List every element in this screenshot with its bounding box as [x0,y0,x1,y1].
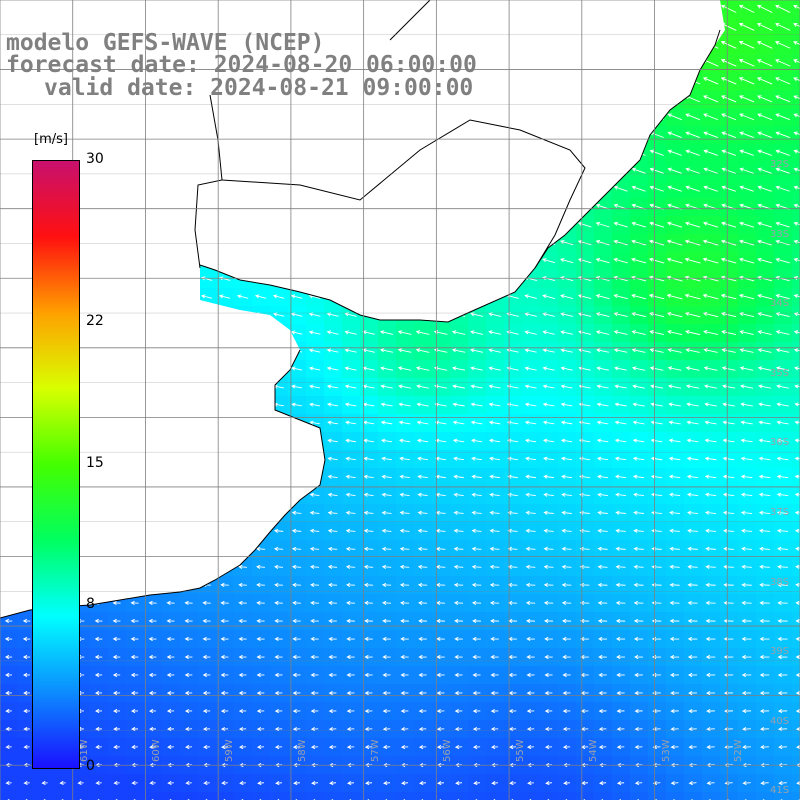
longitude-label: 54W [587,739,599,762]
latitude-label: 37S [770,506,790,518]
latitude-label: 38S [770,576,790,588]
colorbar-tick-label: 8 [86,596,95,613]
country-borders [194,0,586,269]
longitude-label: 52W [733,739,745,762]
forecast-date: forecast date: 2024-08-20 06:00:00 [6,52,477,78]
colorbar [32,160,80,769]
longitude-label: 58W [296,739,308,762]
longitude-label: 60W [151,739,163,762]
latitude-label: 39S [770,646,790,658]
land-area [0,0,725,618]
longitude-label: 53W [660,739,672,762]
latitude-label: 36S [770,437,790,449]
latitude-label: 35S [770,367,790,379]
colorbar-tick-label: 0 [86,758,95,774]
longitude-label: 56W [442,739,454,762]
valid-date: valid date: 2024-08-21 09:00:00 [44,75,474,101]
latitude-label: 32S [770,159,790,171]
colorbar-tick-label: 30 [86,151,104,167]
model-title: modelo GEFS-WAVE (NCEP) [6,30,325,56]
latitude-label: 34S [770,298,790,310]
longitude-label: 57W [369,739,381,762]
longitude-label: 55W [515,739,527,762]
colorbar-tick-label: 15 [86,454,104,471]
colorbar-unit: [m/s] [34,132,68,147]
latitude-label: 41S [770,785,790,797]
latitude-label: 33S [770,228,790,240]
longitude-label: 59W [224,739,236,762]
colorbar-tick-label: 22 [86,312,104,329]
latitude-label: 40S [770,715,790,727]
